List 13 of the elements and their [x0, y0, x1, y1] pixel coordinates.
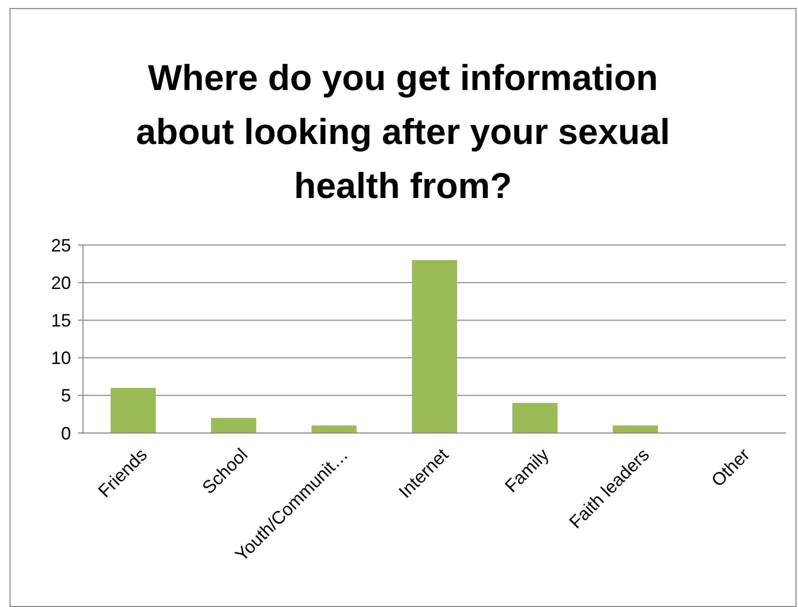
- bar: [110, 388, 156, 433]
- y-tick-label: 20: [50, 272, 71, 293]
- y-tick-label: 25: [50, 235, 71, 256]
- bar: [311, 425, 357, 433]
- y-tick-label: 0: [60, 423, 71, 444]
- bar: [512, 402, 558, 433]
- y-tick-label: 5: [60, 386, 71, 406]
- chart-title: Where do you get information about looking after your sexual health from?: [136, 57, 670, 206]
- bar: [612, 425, 658, 433]
- y-tick-label: 10: [50, 348, 71, 368]
- bar: [211, 418, 256, 433]
- y-tick-label: 15: [50, 310, 71, 330]
- bar: [412, 260, 458, 433]
